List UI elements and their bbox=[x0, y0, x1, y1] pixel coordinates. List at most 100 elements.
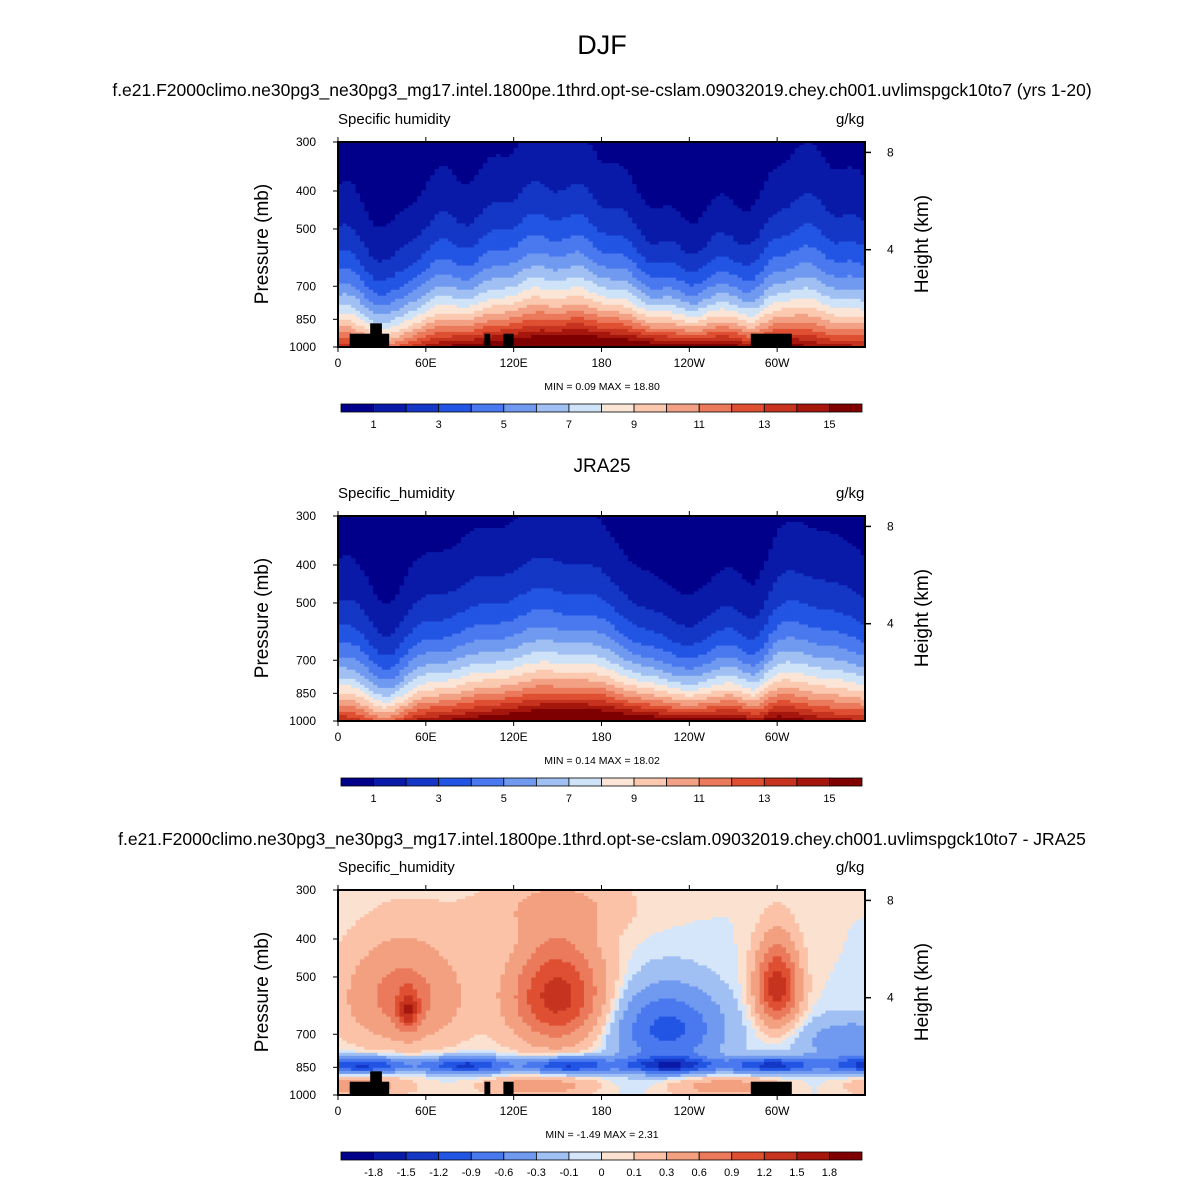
colorbar-label: 3 bbox=[436, 419, 442, 431]
terrain-block bbox=[503, 1081, 514, 1095]
y-tick-label: 850 bbox=[296, 312, 316, 326]
y2-tick-label: 8 bbox=[887, 145, 894, 159]
panel1-minmax: MIN = 0.09 MAX = 18.80 bbox=[0, 381, 1204, 393]
colorbar-label: 7 bbox=[566, 419, 572, 431]
colorbar-label: -0.3 bbox=[527, 1167, 546, 1179]
x-tick-label: 180 bbox=[591, 1104, 611, 1118]
panel2-field bbox=[338, 516, 866, 722]
x-tick-label: 60E bbox=[415, 1104, 436, 1118]
terrain-block bbox=[484, 333, 491, 347]
x-tick-label: 0 bbox=[335, 730, 342, 744]
y-tick-label: 1000 bbox=[289, 340, 316, 354]
colorbar-label: 1 bbox=[371, 419, 377, 431]
colorbar-box bbox=[601, 1151, 635, 1161]
colorbar-box bbox=[405, 1151, 440, 1161]
colorbar-box bbox=[438, 1151, 472, 1161]
colorbar-label: 13 bbox=[758, 793, 770, 805]
panel2-title: JRA25 bbox=[0, 456, 1204, 478]
colorbar-label: 5 bbox=[501, 419, 507, 431]
x-tick-label: 120W bbox=[674, 730, 706, 744]
colorbar-box bbox=[763, 1151, 798, 1161]
colorbar-box bbox=[698, 1151, 733, 1161]
panel1-variable-label: Specific humidity bbox=[338, 111, 451, 128]
y2-tick-label: 4 bbox=[887, 243, 894, 257]
colorbar-label: 15 bbox=[823, 793, 835, 805]
y-tick-label: 1000 bbox=[289, 1088, 316, 1102]
colorbar-label: 1 bbox=[371, 793, 377, 805]
figure-title: DJF bbox=[0, 30, 1204, 61]
colorbar-label: 0.6 bbox=[692, 1167, 707, 1179]
colorbar-box bbox=[731, 1151, 765, 1161]
y-tick-label: 300 bbox=[296, 883, 316, 897]
colorbar-box bbox=[829, 403, 863, 413]
colorbar-label: -0.6 bbox=[494, 1167, 513, 1179]
x-tick-label: 0 bbox=[335, 1104, 342, 1118]
colorbar-label: 0.9 bbox=[724, 1167, 739, 1179]
y-tick-label: 700 bbox=[296, 1027, 316, 1041]
y-tick-label: 500 bbox=[296, 222, 316, 236]
colorbar-box bbox=[373, 1151, 407, 1161]
x-tick-label: 60W bbox=[765, 730, 790, 744]
y-tick-label: 300 bbox=[296, 509, 316, 523]
colorbar-box bbox=[470, 1151, 505, 1161]
panel3-terrain bbox=[349, 1071, 792, 1095]
colorbar-box bbox=[340, 1151, 374, 1161]
x-tick-label: 120W bbox=[674, 1104, 706, 1118]
colorbar-label: 1.5 bbox=[789, 1167, 804, 1179]
panel3-field bbox=[338, 890, 866, 1096]
y-tick-label: 500 bbox=[296, 970, 316, 984]
panel2-units-label: g/kg bbox=[836, 485, 864, 502]
terrain-block bbox=[370, 1071, 382, 1095]
colorbar-box bbox=[568, 1151, 602, 1161]
colorbar-label: 15 bbox=[823, 419, 835, 431]
panel3-variable-label: Specific_humidity bbox=[338, 859, 455, 876]
x-tick-label: 60E bbox=[415, 730, 436, 744]
panel1-units-label: g/kg bbox=[836, 111, 864, 128]
colorbar-label: 5 bbox=[501, 793, 507, 805]
colorbar-label: 11 bbox=[693, 419, 704, 431]
terrain-block bbox=[750, 333, 792, 347]
y-tick-label: 400 bbox=[296, 184, 316, 198]
colorbar-label: 1.8 bbox=[822, 1167, 837, 1179]
colorbar-label: 0 bbox=[598, 1167, 604, 1179]
x-tick-label: 120E bbox=[500, 1104, 528, 1118]
colorbar-label: 9 bbox=[631, 793, 637, 805]
y-tick-label: 400 bbox=[296, 932, 316, 946]
panel3-units-label: g/kg bbox=[836, 859, 864, 876]
panel1-field bbox=[338, 142, 866, 348]
colorbar-box bbox=[633, 1151, 668, 1161]
colorbar-box bbox=[503, 1151, 537, 1161]
colorbar-label: 11 bbox=[693, 793, 704, 805]
y-tick-label: 300 bbox=[296, 135, 316, 149]
x-tick-label: 0 bbox=[335, 356, 342, 370]
colorbar-label: 0.1 bbox=[626, 1167, 641, 1179]
terrain-block bbox=[503, 333, 514, 347]
x-tick-label: 60W bbox=[765, 1104, 790, 1118]
y-tick-label: 500 bbox=[296, 596, 316, 610]
y-tick-label: 700 bbox=[296, 653, 316, 667]
x-tick-label: 180 bbox=[591, 356, 611, 370]
y2-tick-label: 8 bbox=[887, 893, 894, 907]
x-tick-label: 120E bbox=[500, 356, 528, 370]
panel2-minmax: MIN = 0.14 MAX = 18.02 bbox=[0, 755, 1204, 767]
y2-tick-label: 4 bbox=[887, 991, 894, 1005]
x-tick-label: 60W bbox=[765, 356, 790, 370]
colorbar-label: -1.8 bbox=[364, 1167, 383, 1179]
y-tick-label: 1000 bbox=[289, 714, 316, 728]
panel2-variable-label: Specific_humidity bbox=[338, 485, 455, 502]
colorbar-box bbox=[829, 1151, 863, 1161]
terrain-block bbox=[349, 1081, 390, 1095]
x-tick-label: 120E bbox=[500, 730, 528, 744]
panel3-minmax: MIN = -1.49 MAX = 2.31 bbox=[0, 1129, 1204, 1141]
colorbar-label: 13 bbox=[758, 419, 770, 431]
colorbar-label: -1.5 bbox=[397, 1167, 416, 1179]
y-tick-label: 850 bbox=[296, 1060, 316, 1074]
x-tick-label: 180 bbox=[591, 730, 611, 744]
terrain-block bbox=[370, 323, 382, 347]
colorbar-label: 3 bbox=[436, 793, 442, 805]
colorbar-box bbox=[796, 1151, 830, 1161]
y-tick-label: 700 bbox=[296, 279, 316, 293]
